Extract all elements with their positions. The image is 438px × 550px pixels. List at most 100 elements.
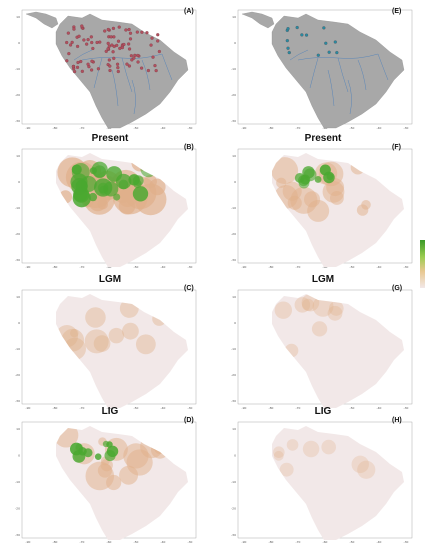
panel-letter-b: (B)	[184, 144, 194, 151]
svg-text:-80: -80	[53, 540, 58, 544]
svg-text:10: 10	[232, 154, 236, 158]
svg-text:-30: -30	[404, 126, 409, 130]
svg-text:-50: -50	[350, 126, 355, 130]
svg-text:-10: -10	[15, 206, 20, 210]
svg-text:10: 10	[16, 295, 20, 299]
svg-text:-80: -80	[269, 126, 274, 130]
svg-text:-20: -20	[15, 507, 20, 511]
svg-text:-50: -50	[350, 406, 355, 410]
svg-text:-90: -90	[242, 406, 247, 410]
panel-letter-h: (H)	[392, 417, 402, 424]
suitability-color-legend	[418, 234, 438, 294]
svg-text:-50: -50	[134, 540, 139, 544]
svg-text:-80: -80	[269, 265, 274, 269]
svg-text:-50: -50	[350, 540, 355, 544]
svg-text:-10: -10	[231, 206, 236, 210]
period-label-lig-left: LIG	[101, 406, 119, 417]
panel-h: -90 -80 -70 -60 -50 -40 -30 10 0 -10 -20 -30 (H)	[224, 416, 420, 546]
svg-text:-70: -70	[296, 265, 301, 269]
panel-letter-c: (C)	[184, 285, 194, 292]
svg-text:-70: -70	[80, 265, 85, 269]
period-label-lgm-right: LGM	[311, 274, 335, 285]
svg-text:0: 0	[234, 41, 236, 45]
svg-text:-30: -30	[231, 258, 236, 262]
svg-text:-30: -30	[231, 119, 236, 123]
svg-text:-80: -80	[53, 406, 58, 410]
svg-text:-40: -40	[377, 126, 382, 130]
svg-text:-70: -70	[296, 406, 301, 410]
svg-text:10: 10	[16, 154, 20, 158]
svg-text:-30: -30	[404, 540, 409, 544]
svg-text:-70: -70	[296, 540, 301, 544]
panel-letter-d: (D)	[184, 417, 194, 424]
svg-text:-90: -90	[242, 265, 247, 269]
svg-text:-90: -90	[242, 126, 247, 130]
svg-text:-30: -30	[404, 265, 409, 269]
svg-text:-60: -60	[107, 540, 112, 544]
panel-letter-e: (E)	[392, 8, 402, 15]
svg-text:-80: -80	[269, 406, 274, 410]
svg-text:-90: -90	[26, 406, 31, 410]
svg-text:-40: -40	[161, 540, 166, 544]
svg-text:-70: -70	[80, 406, 85, 410]
svg-text:0: 0	[18, 41, 20, 45]
svg-text:-30: -30	[231, 533, 236, 537]
svg-text:0: 0	[18, 321, 20, 325]
svg-text:-10: -10	[15, 67, 20, 71]
svg-text:-70: -70	[80, 126, 85, 130]
period-label-present-left: Present	[91, 133, 129, 144]
svg-text:-30: -30	[15, 399, 20, 403]
svg-text:-40: -40	[161, 406, 166, 410]
svg-text:0: 0	[234, 454, 236, 458]
svg-text:10: 10	[232, 427, 236, 431]
svg-text:-20: -20	[231, 232, 236, 236]
svg-text:-40: -40	[377, 406, 382, 410]
panel-letter-f: (F)	[392, 144, 401, 151]
svg-text:-10: -10	[15, 347, 20, 351]
svg-text:-50: -50	[134, 265, 139, 269]
svg-text:-90: -90	[26, 126, 31, 130]
svg-text:0: 0	[18, 180, 20, 184]
svg-text:-40: -40	[377, 265, 382, 269]
svg-text:-80: -80	[53, 265, 58, 269]
panel-letter-g: (G)	[392, 285, 403, 292]
svg-text:-50: -50	[350, 265, 355, 269]
svg-text:-60: -60	[323, 540, 328, 544]
svg-text:-10: -10	[15, 480, 20, 484]
suitability-map-h: -90 -80 -70 -60 -50 -40 -30 10 0 -10 -20 -30	[231, 421, 413, 544]
svg-text:-30: -30	[15, 533, 20, 537]
svg-text:-40: -40	[161, 126, 166, 130]
svg-text:-70: -70	[80, 540, 85, 544]
svg-text:10: 10	[232, 15, 236, 19]
svg-text:10: 10	[16, 15, 20, 19]
svg-text:-90: -90	[26, 265, 31, 269]
svg-text:-10: -10	[231, 347, 236, 351]
svg-text:-20: -20	[231, 507, 236, 511]
legend-gradient	[420, 240, 425, 288]
svg-text:-90: -90	[242, 540, 247, 544]
svg-text:-40: -40	[377, 540, 382, 544]
panel-letter-a: (A)	[184, 8, 194, 15]
svg-text:10: 10	[232, 295, 236, 299]
svg-text:0: 0	[18, 454, 20, 458]
svg-text:-30: -30	[15, 119, 20, 123]
svg-text:-80: -80	[269, 540, 274, 544]
svg-text:0: 0	[234, 321, 236, 325]
svg-text:-50: -50	[134, 126, 139, 130]
svg-text:-30: -30	[188, 265, 193, 269]
svg-text:-20: -20	[15, 232, 20, 236]
suitability-map-d: -90 -80 -70 -60 -50 -40 -30 10 0 -10 -20 -30	[15, 421, 197, 544]
svg-text:-20: -20	[15, 373, 20, 377]
svg-text:-20: -20	[231, 93, 236, 97]
svg-text:-10: -10	[231, 480, 236, 484]
